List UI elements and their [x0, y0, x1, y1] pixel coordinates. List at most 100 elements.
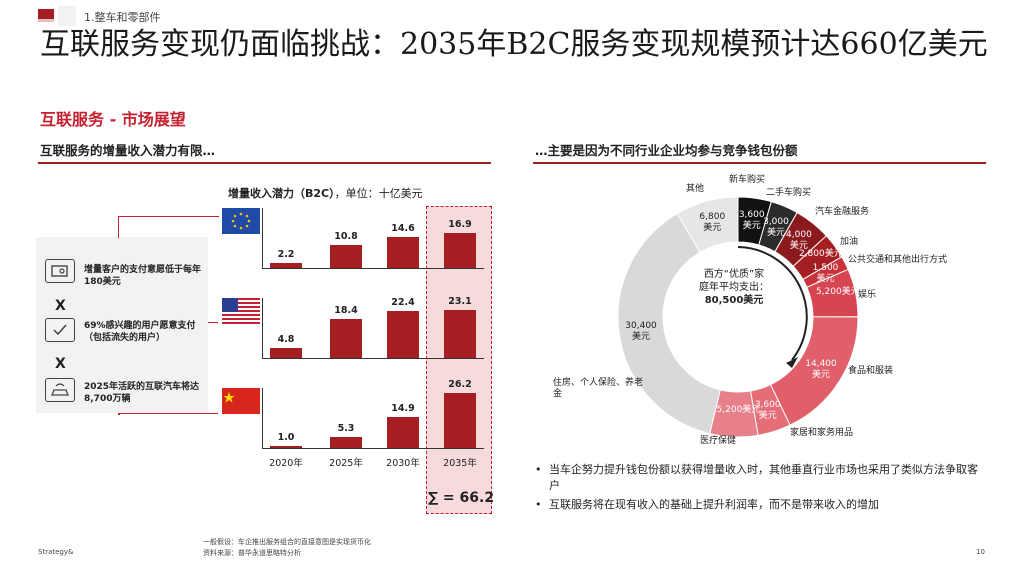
checklist-icon: [45, 318, 75, 342]
panel-axis: [262, 358, 484, 359]
footnote-source: 资料来源：普华永道思略特分析: [203, 549, 301, 557]
condition-text: 增量客户的支付意愿低于每年180美元: [84, 265, 202, 287]
bar: [387, 310, 419, 358]
bullet-dot: •: [535, 463, 542, 476]
donut-category-label: 食品和服装: [848, 366, 894, 376]
footnote-assumption: 一般假设：车企推出服务组合的直接意图是实现货币化: [203, 538, 371, 546]
donut-segment-value: 3,000 美元: [763, 216, 789, 238]
x-tick-label: 2020年: [269, 458, 303, 469]
donut-category-label: 娱乐: [858, 290, 877, 300]
bar-value-label: 26.2: [448, 379, 472, 390]
condition-text: 69%感兴趣的用户愿意支付（包括流失的用户）: [84, 321, 196, 343]
bar-value-label: 4.8: [277, 333, 295, 345]
bar-value-label: 10.8: [334, 231, 358, 243]
donut-category-label: 汽车金融服务: [815, 207, 870, 217]
connector-eu: [118, 216, 219, 238]
chart-title: 增量收入潜力（B2C），单位：十亿美元: [228, 185, 423, 201]
donut-center-text: 西方“优质”家 庭年平均支出： 80,500美元: [694, 268, 774, 307]
bar-value-label: 2.2: [277, 249, 295, 261]
bar: [444, 393, 476, 448]
donut-segment-value: 1,500 美元: [812, 262, 839, 284]
connector-cn: [118, 413, 218, 414]
donut-segment-value: 5,200美元: [716, 404, 761, 415]
donut-category-label: 家居和家务用品: [790, 428, 854, 438]
donut-segment-value: 3,600 美元: [754, 400, 781, 422]
bar: [270, 347, 302, 358]
donut-segment: [676, 196, 739, 254]
panel-y-axis: [262, 298, 263, 358]
page-number: 10: [976, 548, 985, 556]
condition-text: 2025年活跃的互联汽车将达8,700万辆: [84, 382, 200, 404]
eu-flag: [222, 208, 260, 234]
bar-value-label: 14.9: [391, 402, 415, 414]
x-tick-label: 2030年: [386, 458, 420, 469]
brand-label: Strategy&: [38, 548, 74, 556]
wallet-share-donut: [617, 196, 859, 438]
bullet-item: • 互联服务将在现有收入的基础上提升利润率，而不是带来收入的增加: [535, 497, 985, 513]
bar-value-label: 16.9: [448, 218, 472, 230]
connected-car-icon: [45, 378, 75, 402]
donut-segment-value: 3,600 美元: [738, 209, 765, 231]
left-section-heading: 互联服务的增量收入潜力有限…: [40, 143, 216, 158]
bar-value-label: 14.6: [391, 223, 415, 235]
donut-category-label: 医疗保健: [700, 436, 737, 446]
bullet-text: 互联服务将在现有收入的基础上提升利润率，而不是带来收入的增加: [549, 498, 879, 511]
donut-center-value: 80,500美元: [704, 295, 764, 306]
donut-segment-value: 5,200美元: [815, 287, 860, 298]
bar: [330, 436, 362, 448]
chart-title-unit: ，单位：十亿美元: [334, 187, 423, 200]
panel-y-axis: [262, 388, 263, 448]
donut-category-label: 住房、个人保险、养老金: [553, 378, 644, 399]
page-title: 互联服务变现仍面临挑战：2035年B2C服务变现规模预计达660亿美元: [40, 27, 988, 62]
donut-category-label: 新车购买: [729, 175, 766, 185]
donut-center-line: 庭年平均支出：: [699, 282, 769, 293]
donut-segment-value: 2,800美元: [798, 248, 843, 259]
cn-flag: [222, 388, 260, 414]
bar: [387, 237, 419, 268]
x-tick-label: 2035年: [443, 458, 477, 469]
bullet-text: 当车企努力提升钱包份额以获得增量收入时，其他垂直行业市场也采用了类似方法争取客户: [549, 463, 978, 492]
panel-y-axis: [262, 208, 263, 268]
bar: [387, 416, 419, 448]
breadcrumb-square: [58, 6, 76, 26]
breadcrumb-marker: [38, 9, 54, 19]
direction-arrow: [737, 246, 808, 361]
donut-segment-value: 14,400 美元: [805, 359, 837, 381]
right-heading-rule: [533, 162, 986, 164]
donut-category-label: 加油: [840, 237, 859, 247]
donut-category-label: 二手车购买: [766, 188, 812, 198]
multiply-sign: X: [55, 298, 66, 314]
connector-us: [208, 322, 218, 323]
arrow-head: [786, 357, 798, 368]
left-heading-rule: [38, 162, 491, 164]
donut-segment-value: 6,800 美元: [699, 212, 726, 234]
bar-value-label: 18.4: [334, 305, 358, 317]
panel-axis: [262, 268, 484, 269]
breadcrumb-marker-shadow: [38, 19, 54, 22]
donut-segment: [617, 212, 721, 435]
right-section-heading: …主要是因为不同行业企业均参与竞争钱包份额: [535, 143, 798, 158]
x-tick-label: 2025年: [329, 458, 363, 469]
panel-axis: [262, 448, 484, 449]
bar: [330, 319, 362, 358]
wallet-icon: [45, 259, 75, 283]
bar: [444, 232, 476, 268]
chart-title-bold: 增量收入潜力（B2C）: [228, 187, 335, 200]
donut-category-label: 公共交通和其他出行方式: [848, 255, 948, 265]
breadcrumb: 1.整车和零部件: [84, 11, 161, 24]
multiply-sign: X: [55, 356, 66, 372]
page-subtitle: 互联服务 - 市场展望: [40, 110, 186, 129]
bar: [330, 245, 362, 268]
bar-value-label: 5.3: [337, 422, 355, 434]
bullet-item: • 当车企努力提升钱包份额以获得增量收入时，其他垂直行业市场也采用了类似方法争取…: [535, 462, 985, 494]
donut-segment-value: 4,000 美元: [786, 230, 812, 252]
bar-value-label: 23.1: [448, 295, 472, 307]
bar: [270, 445, 302, 448]
us-flag: [222, 298, 260, 324]
sum-total: ∑ = 66.2: [428, 490, 495, 506]
connector-cn-join: [118, 413, 120, 415]
donut-category-label: 其他: [686, 184, 705, 194]
bar: [270, 263, 302, 268]
bar-value-label: 1.0: [277, 431, 295, 443]
bullet-dot: •: [535, 498, 542, 511]
